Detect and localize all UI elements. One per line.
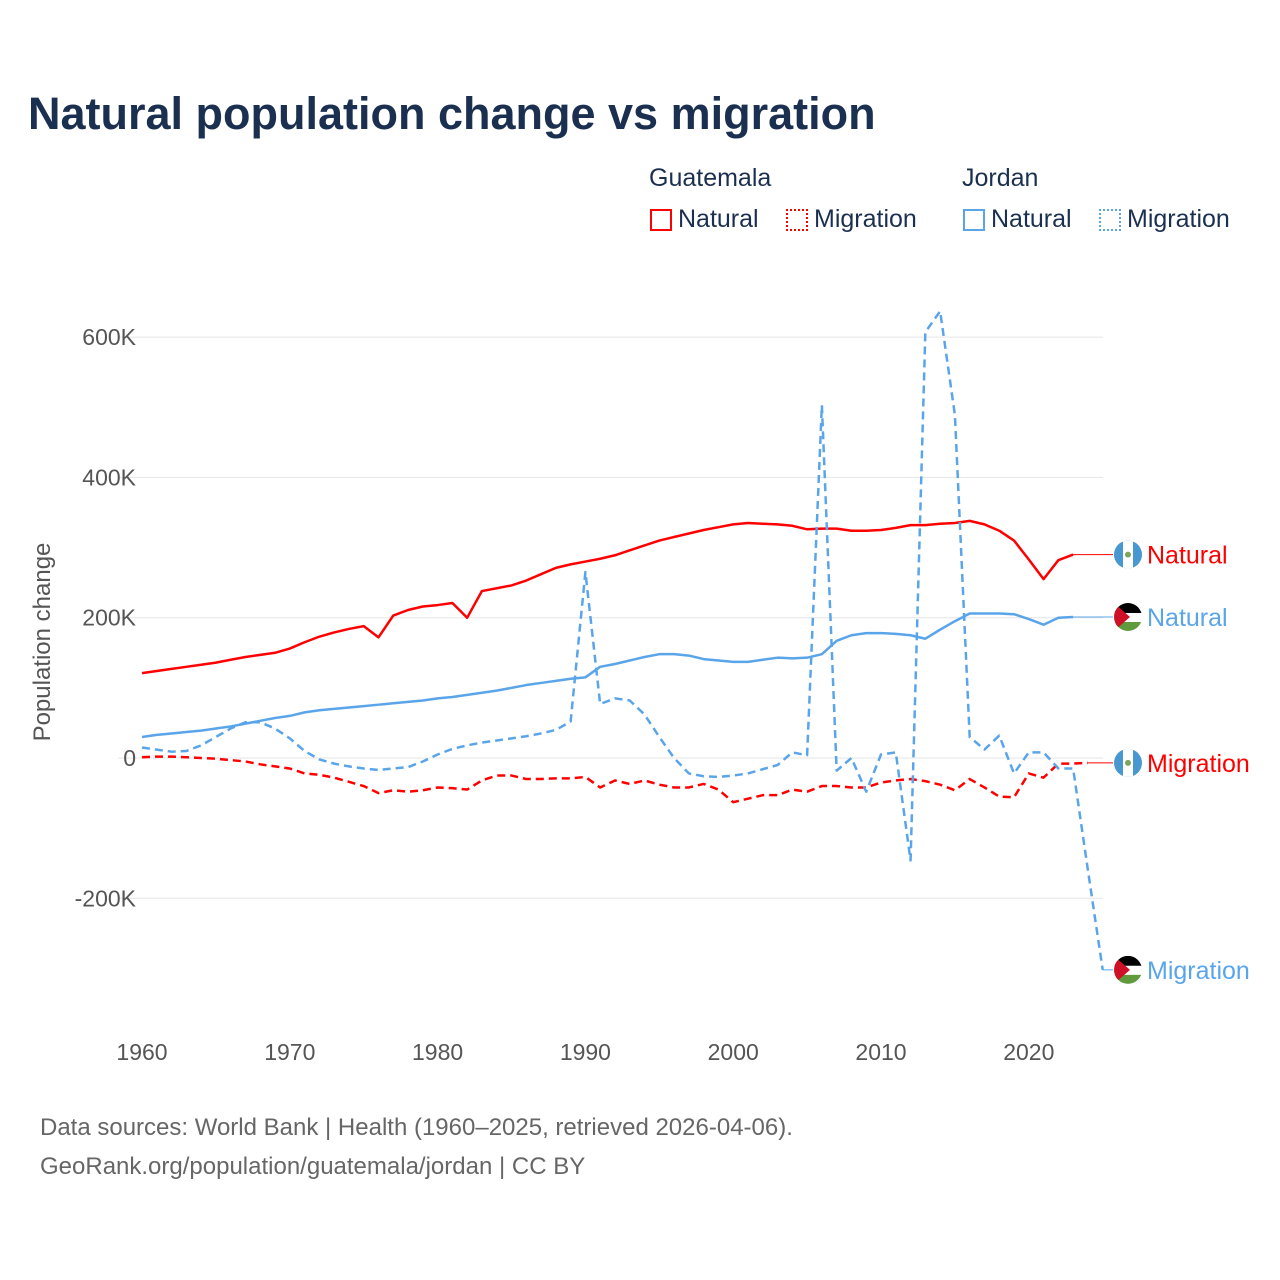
flag-emblem	[1125, 551, 1131, 558]
flag-stripe	[1114, 621, 1142, 631]
x-tick-label: 1980	[412, 1039, 463, 1065]
series-end-label: Migration	[1147, 957, 1250, 985]
series-end-label: Migration	[1147, 750, 1250, 778]
legend-item-jordan-migration[interactable]: Migration	[1099, 205, 1230, 234]
legend-item-jordan-natural[interactable]: Natural	[963, 205, 1072, 234]
jordan-flag-icon	[1114, 955, 1142, 984]
footer-sources: Data sources: World Bank | Health (1960–…	[40, 1114, 793, 1141]
legend-label: Migration	[1127, 205, 1230, 233]
legend-group-guatemala: Guatemala	[649, 164, 772, 192]
series-line-jordan-migration	[141, 309, 1104, 971]
series-line-guatemala-natural	[141, 519, 1074, 675]
flag-emblem	[1125, 759, 1131, 766]
x-tick-label: 2000	[708, 1039, 759, 1065]
y-axis-label: Population change	[29, 543, 56, 742]
flag-body	[1114, 955, 1142, 984]
jordan-flag-icon	[1114, 602, 1142, 631]
x-tick-label: 1990	[560, 1039, 611, 1065]
x-tick-label: 1970	[264, 1039, 315, 1065]
legend-label: Natural	[991, 205, 1072, 233]
series-end-label: Natural	[1147, 604, 1228, 632]
legend-item-guatemala-migration[interactable]: Migration	[786, 205, 917, 234]
x-tick-label: 2010	[855, 1039, 906, 1065]
flag-stripe	[1114, 955, 1142, 966]
y-tick-label: 400K	[82, 464, 136, 490]
flag-stripe	[1114, 974, 1142, 984]
y-tick-label: -200K	[75, 885, 137, 911]
footer-link[interactable]: GeoRank.org/population/guatemala/jordan …	[40, 1153, 586, 1180]
flag-stripe	[1114, 602, 1142, 613]
x-tick-label: 2020	[1003, 1039, 1054, 1065]
legend-group-jordan: Jordan	[962, 164, 1039, 192]
legend-label: Migration	[814, 205, 917, 233]
guatemala-flag-icon	[1114, 748, 1142, 777]
series-line-guatemala-migration	[141, 755, 1088, 804]
flag-triangle	[1114, 602, 1130, 631]
flag-body	[1114, 540, 1142, 569]
y-tick-label: 200K	[82, 605, 136, 631]
x-tick-label: 1960	[116, 1039, 167, 1065]
flag-triangle	[1114, 955, 1130, 984]
series-end-label: Natural	[1147, 542, 1228, 570]
y-tick-label: 0	[123, 745, 136, 771]
series-line-jordan-natural	[141, 612, 1074, 739]
flag-body	[1114, 602, 1142, 631]
flag-body	[1114, 748, 1142, 777]
legend-label: Natural	[678, 205, 759, 233]
chart-title: Natural population change vs migration	[28, 88, 876, 139]
footer: Data sources: World Bank | Health (1960–…	[40, 1108, 793, 1186]
legend-item-guatemala-natural[interactable]: Natural	[650, 205, 759, 234]
guatemala-flag-icon	[1114, 540, 1142, 569]
y-tick-label: 600K	[82, 324, 136, 350]
